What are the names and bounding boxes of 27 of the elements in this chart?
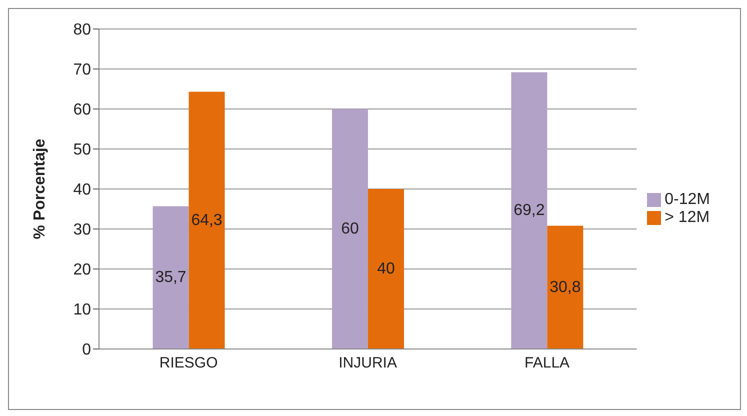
x-tick-label: FALLA <box>524 354 570 372</box>
y-tick-label: 50 <box>73 142 92 159</box>
data-label: 69,2 <box>514 202 545 220</box>
x-tick-label: INJURIA <box>338 354 397 372</box>
y-tick-label: 40 <box>73 182 92 199</box>
x-tick-label: RIESGO <box>159 354 218 372</box>
data-label: 30,8 <box>550 278 581 296</box>
legend-label: > 12M <box>664 209 710 226</box>
legend-label: 0-12M <box>664 191 710 208</box>
y-tick-label: 60 <box>73 102 92 119</box>
data-label: 60 <box>341 220 359 238</box>
y-tick-label: 20 <box>73 262 92 279</box>
y-tick-label: 80 <box>73 22 92 39</box>
data-label: 64,3 <box>191 212 222 229</box>
y-tick-label: 0 <box>82 342 92 359</box>
y-tick-label: 70 <box>73 62 92 79</box>
bar <box>547 226 584 349</box>
bar <box>332 109 368 349</box>
y-tick-label: 10 <box>73 302 92 319</box>
y-tick-label: 30 <box>73 222 92 239</box>
data-label: 35,7 <box>155 269 186 286</box>
bar <box>152 206 189 349</box>
y-axis-title: % Porcentaje <box>32 138 49 240</box>
bar <box>511 72 548 349</box>
bar <box>188 92 225 349</box>
data-label: 40 <box>377 260 395 278</box>
bar <box>368 189 404 349</box>
